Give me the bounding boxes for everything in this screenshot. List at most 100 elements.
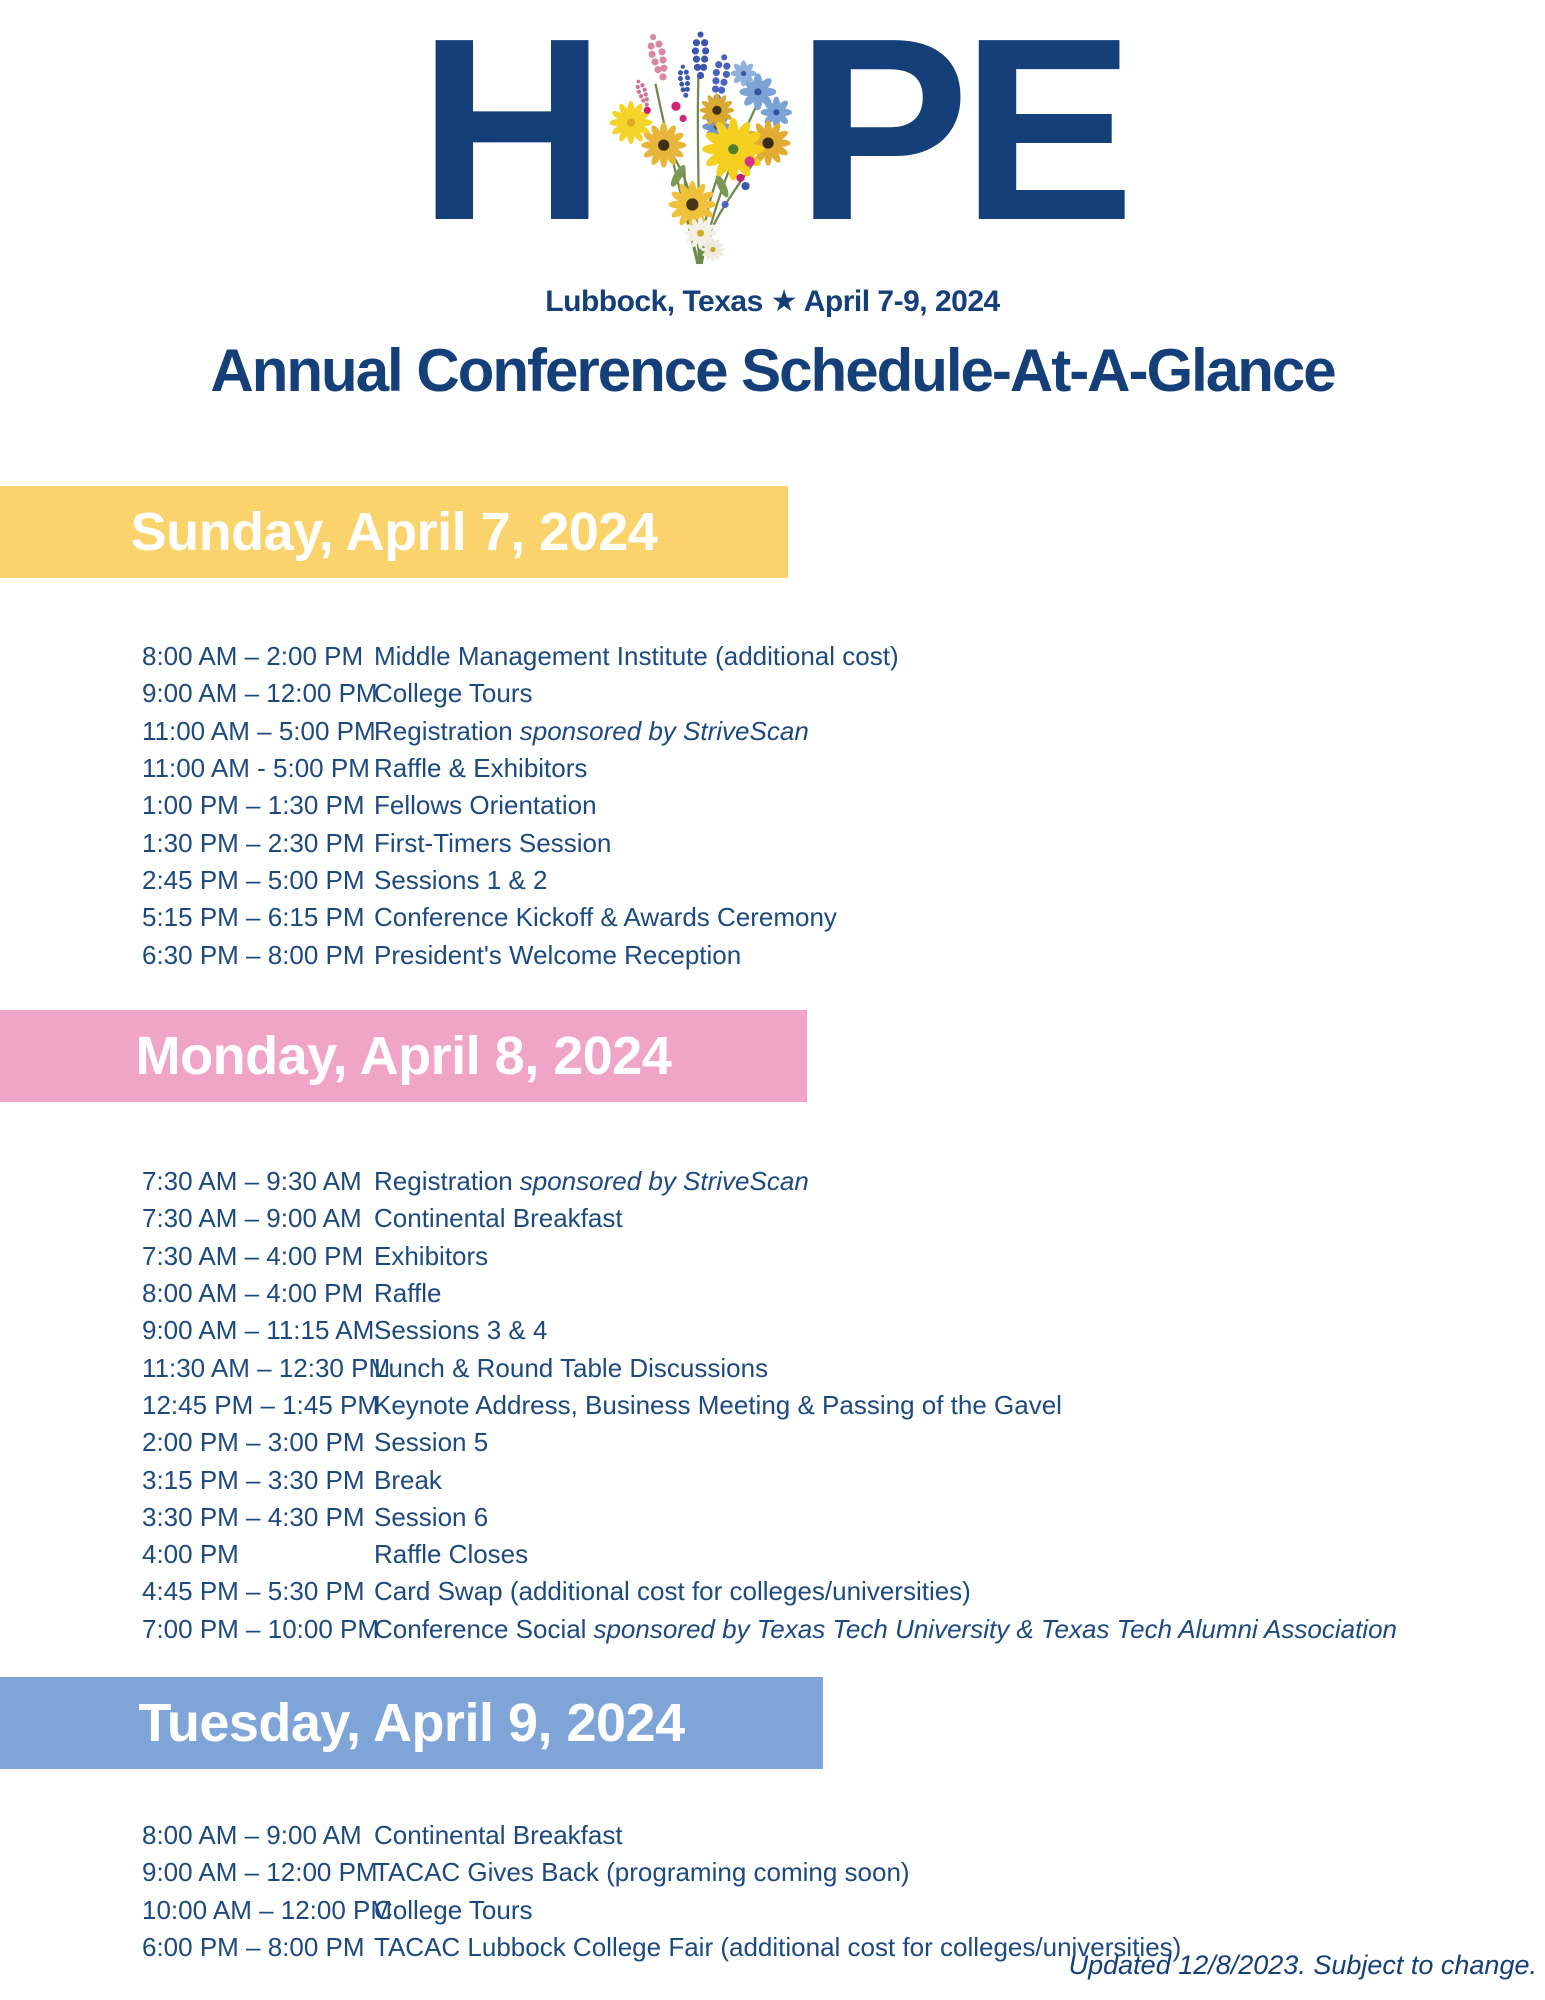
- logo-letter-h: H: [418, 0, 606, 275]
- event-text: Registration: [374, 1166, 513, 1197]
- event-title: President's Welcome Reception: [374, 940, 741, 971]
- event-title: Registration sponsored by StriveScan: [374, 1166, 809, 1197]
- event-title: Conference Social sponsored by Texas Tech…: [374, 1614, 1397, 1645]
- event-title: Lunch & Round Table Discussions: [374, 1353, 768, 1384]
- event-time: 6:30 PM – 8:00 PM: [142, 939, 365, 970]
- event-time: 8:00 AM – 9:00 AM: [142, 1820, 362, 1851]
- schedule-row: 9:00 AM – 11:15 AM Sessions 3 & 4: [142, 1312, 1397, 1349]
- event-title: Keynote Address, Business Meeting & Pass…: [374, 1390, 1062, 1421]
- event-text: Exhibitors: [374, 1240, 489, 1271]
- event-time: 3:30 PM – 4:30 PM: [142, 1501, 365, 1532]
- hope-logo: H: [0, 0, 1545, 275]
- event-text: Break: [374, 1464, 442, 1495]
- event-text: Sessions 3 & 4: [374, 1315, 548, 1346]
- schedule-row: 1:00 PM – 1:30 PM Fellows Orientation: [142, 787, 899, 824]
- event-text: Middle Management Institute (additional …: [374, 641, 899, 672]
- event-time: 1:00 PM – 1:30 PM: [142, 790, 365, 821]
- event-text: Continental Breakfast: [374, 1820, 623, 1851]
- event-text: TACAC Gives Back (programing coming soon…: [374, 1857, 910, 1888]
- event-text: President's Welcome Reception: [374, 939, 742, 970]
- schedule-row: 12:45 PM – 1:45 PM Keynote Address, Busi…: [142, 1387, 1397, 1424]
- event-text: Raffle: [374, 1278, 442, 1309]
- event-time: 8:00 AM – 2:00 PM: [142, 641, 364, 672]
- event-time: 7:30 AM – 9:00 AM: [142, 1203, 362, 1234]
- event-text: Sessions 1 & 2: [374, 864, 548, 895]
- event-text: Conference Kickoff & Awards Ceremony: [374, 902, 837, 933]
- schedule-row: 7:30 AM – 4:00 PM Exhibitors: [142, 1238, 1397, 1275]
- event-time: 2:45 PM – 5:00 PM: [142, 864, 365, 895]
- event-title: Sessions 1 & 2: [374, 865, 547, 896]
- day-banner-tuesday: Tuesday, April 9, 2024: [0, 1677, 823, 1769]
- event-text: College Tours: [374, 678, 533, 709]
- page-title: Annual Conference Schedule-At-A-Glance: [210, 337, 1336, 404]
- event-time: 10:00 AM – 12:00 PM: [142, 1894, 393, 1925]
- wildflower-bouquet-icon: [609, 31, 792, 265]
- schedule-row: 11:00 AM - 5:00 PM Raffle & Exhibitors: [142, 750, 899, 787]
- event-title: Continental Breakfast: [374, 1203, 623, 1234]
- event-title: First-Timers Session: [374, 828, 611, 859]
- day-banner-monday-label: Monday, April 8, 2024: [135, 1026, 672, 1086]
- event-sponsor-note: sponsored by StriveScan: [519, 715, 809, 746]
- event-title: TACAC Gives Back (programing coming soon…: [374, 1857, 910, 1888]
- event-time: 12:45 PM – 1:45 PM: [142, 1389, 380, 1420]
- event-title: Card Swap (additional cost for colleges/…: [374, 1576, 971, 1607]
- schedule-list-sunday: 8:00 AM – 2:00 PM Middle Management Inst…: [142, 638, 899, 974]
- event-time: 7:00 PM – 10:00 PM: [142, 1613, 380, 1644]
- schedule-row: 5:15 PM – 6:15 PM Conference Kickoff & A…: [142, 899, 899, 936]
- event-title: College Tours: [374, 1895, 533, 1926]
- event-title: Raffle & Exhibitors: [374, 753, 587, 784]
- event-time: 5:15 PM – 6:15 PM: [142, 902, 365, 933]
- event-title: Middle Management Institute (additional …: [374, 641, 899, 672]
- event-title: Break: [374, 1465, 442, 1496]
- schedule-row: 2:00 PM – 3:00 PM Session 5: [142, 1424, 1397, 1461]
- schedule-row: 10:00 AM – 12:00 PM College Tours: [142, 1892, 1181, 1929]
- event-sponsor-note: sponsored by StriveScan: [519, 1166, 809, 1197]
- event-time: 7:30 AM – 4:00 PM: [142, 1240, 364, 1271]
- event-text: College Tours: [374, 1894, 533, 1925]
- event-text: Keynote Address, Business Meeting & Pass…: [374, 1389, 1062, 1420]
- schedule-row: 8:00 AM – 9:00 AM Continental Breakfast: [142, 1817, 1181, 1854]
- event-title: Raffle Closes: [374, 1539, 528, 1570]
- event-time: 9:00 AM – 12:00 PM: [142, 678, 378, 709]
- event-title: Raffle: [374, 1278, 441, 1309]
- event-text: Conference Social: [374, 1613, 587, 1644]
- schedule-row: 8:00 AM – 4:00 PM Raffle: [142, 1275, 1397, 1312]
- event-sponsor-note: sponsored by Texas Tech University & Tex…: [593, 1613, 1397, 1644]
- event-time: 4:45 PM – 5:30 PM: [142, 1576, 365, 1607]
- event-title: Session 5: [374, 1427, 488, 1458]
- event-title: Fellows Orientation: [374, 790, 597, 821]
- schedule-row: 7:30 AM – 9:30 AM Registration sponsored …: [142, 1163, 1397, 1200]
- schedule-row: 7:00 PM – 10:00 PM Conference Social spon…: [142, 1611, 1397, 1648]
- event-text: Registration: [374, 715, 513, 746]
- event-text: Fellows Orientation: [374, 790, 597, 821]
- event-time: 3:15 PM – 3:30 PM: [142, 1464, 365, 1495]
- event-text: Session 6: [374, 1501, 489, 1532]
- event-time: 8:00 AM – 4:00 PM: [142, 1278, 364, 1309]
- day-banner-sunday: Sunday, April 7, 2024: [0, 486, 788, 578]
- schedule-row: 9:00 AM – 12:00 PM College Tours: [142, 675, 899, 712]
- schedule-row: 11:30 AM – 12:30 PM Lunch & Round Table …: [142, 1349, 1397, 1386]
- event-title: Conference Kickoff & Awards Ceremony: [374, 902, 837, 933]
- updated-note: Updated 12/8/2023. Subject to change.: [1068, 1950, 1537, 1980]
- day-banner-sunday-label: Sunday, April 7, 2024: [130, 502, 658, 562]
- event-time: 1:30 PM – 2:30 PM: [142, 827, 365, 858]
- schedule-list-monday: 7:30 AM – 9:30 AM Registration sponsored …: [142, 1163, 1397, 1648]
- event-time: 11:00 AM - 5:00 PM: [142, 753, 370, 784]
- event-title: College Tours: [374, 678, 533, 709]
- event-time: 9:00 AM – 12:00 PM: [142, 1857, 378, 1888]
- schedule-row: 6:00 PM – 8:00 PM TACAC Lubbock College …: [142, 1929, 1181, 1966]
- event-title: Registration sponsored by StriveScan: [374, 716, 809, 747]
- event-text: TACAC Lubbock College Fair (additional c…: [374, 1932, 1182, 1963]
- event-text: Session 5: [374, 1427, 489, 1458]
- event-title: Continental Breakfast: [374, 1820, 623, 1851]
- logo-letters-pe: PE: [795, 0, 1135, 275]
- schedule-row: 3:15 PM – 3:30 PM Break: [142, 1461, 1397, 1498]
- schedule-row: 2:45 PM – 5:00 PM Sessions 1 & 2: [142, 862, 899, 899]
- schedule-row: 1:30 PM – 2:30 PM First-Timers Session: [142, 824, 899, 861]
- event-title: Exhibitors: [374, 1241, 488, 1272]
- event-title: TACAC Lubbock College Fair (additional c…: [374, 1932, 1181, 1963]
- day-banner-tuesday-label: Tuesday, April 9, 2024: [138, 1693, 685, 1753]
- location-date-line: Lubbock, Texas ★ April 7-9, 2024: [545, 285, 1000, 318]
- event-time: 9:00 AM – 11:15 AM: [142, 1315, 375, 1346]
